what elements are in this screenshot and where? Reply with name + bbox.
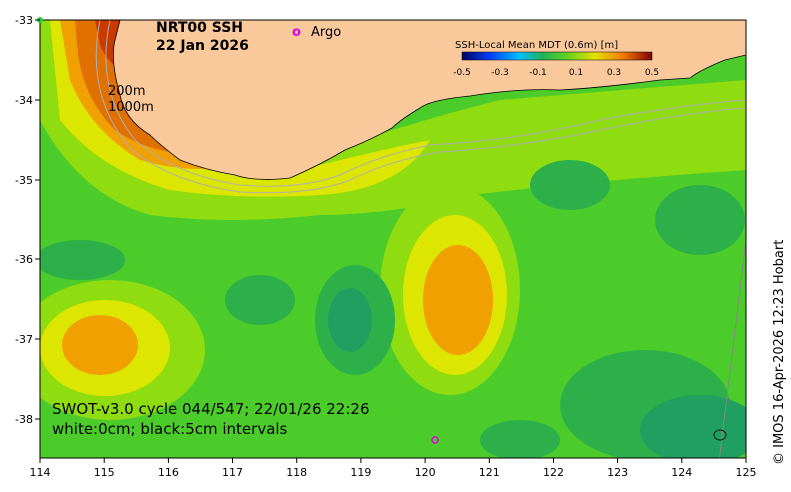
- svg-text:125: 125: [736, 466, 757, 479]
- x-tick: 117: [222, 458, 243, 479]
- x-tick: 123: [607, 458, 628, 479]
- y-tick: -35: [15, 174, 40, 187]
- svg-text:115: 115: [94, 466, 115, 479]
- contour-caption: white:0cm; black:5cm intervals: [52, 420, 288, 438]
- svg-text:116: 116: [158, 466, 179, 479]
- x-tick: 119: [350, 458, 371, 479]
- x-tick: 115: [94, 458, 115, 479]
- imos-credit: © IMOS 16-Apr-2026 12:23 Hobart: [772, 239, 787, 465]
- svg-text:121: 121: [479, 466, 500, 479]
- swot-caption: SWOT-v3.0 cycle 044/547; 22/01/26 22:26: [52, 400, 370, 418]
- isobath-1000-label: 1000m: [108, 100, 154, 115]
- x-tick: 122: [543, 458, 564, 479]
- svg-text:122: 122: [543, 466, 564, 479]
- svg-text:114: 114: [30, 466, 51, 479]
- x-tick: 124: [671, 458, 692, 479]
- y-tick: -37: [15, 333, 40, 346]
- svg-text:118: 118: [286, 466, 307, 479]
- colorbar-tick: -0.3: [491, 68, 509, 78]
- colorbar: SSH-Local Mean MDT (0.6m) [m] -0.5 -0.3 …: [453, 40, 659, 78]
- colorbar-gradient: [461, 51, 653, 61]
- colorbar-tick: 0.1: [569, 68, 583, 78]
- map-title: NRT00 SSH: [156, 20, 244, 36]
- x-tick: 121: [479, 458, 500, 479]
- x-axis: 114 115 116 117 118 119 120 121 122 123 …: [30, 458, 757, 479]
- colorbar-title: SSH-Local Mean MDT (0.6m) [m]: [455, 40, 618, 51]
- colorbar-tick: -0.5: [453, 68, 471, 78]
- colorbar-tick: 0.3: [607, 68, 621, 78]
- svg-text:-33: -33: [15, 14, 33, 27]
- y-tick: -34: [15, 94, 40, 107]
- colorbar-tick: -0.1: [529, 68, 547, 78]
- svg-text:119: 119: [350, 466, 371, 479]
- x-tick: 125: [736, 458, 757, 479]
- y-tick: -33: [15, 14, 40, 27]
- argo-legend-label: Argo: [311, 25, 342, 40]
- svg-text:-38: -38: [15, 413, 33, 426]
- svg-text:-36: -36: [15, 253, 33, 266]
- map-date: 22 Jan 2026: [156, 38, 249, 54]
- map-plot-area: [40, 20, 746, 458]
- plot-frame: [39, 19, 747, 459]
- y-tick: -38: [15, 413, 40, 426]
- swot-swath-edge: [718, 239, 746, 458]
- x-tick: 118: [286, 458, 307, 479]
- svg-text:120: 120: [415, 466, 436, 479]
- y-tick: -36: [15, 253, 40, 266]
- argo-float-marker[interactable]: [431, 436, 439, 444]
- argo-legend-marker: o: [292, 25, 301, 40]
- svg-text:-37: -37: [15, 333, 33, 346]
- isobath-lines: [95, 20, 746, 194]
- svg-text:124: 124: [671, 466, 692, 479]
- svg-text:117: 117: [222, 466, 243, 479]
- colorbar-tick: 0.5: [645, 68, 659, 78]
- isobath-200-label: 200m: [108, 84, 146, 99]
- x-tick: 120: [415, 458, 436, 479]
- svg-text:-35: -35: [15, 174, 33, 187]
- x-tick: 116: [158, 458, 179, 479]
- svg-text:123: 123: [607, 466, 628, 479]
- y-axis: -33 -34 -35 -36 -37 -38: [15, 14, 40, 426]
- svg-text:-34: -34: [15, 94, 33, 107]
- x-tick: 114: [30, 458, 51, 479]
- contour-feature: [713, 429, 727, 441]
